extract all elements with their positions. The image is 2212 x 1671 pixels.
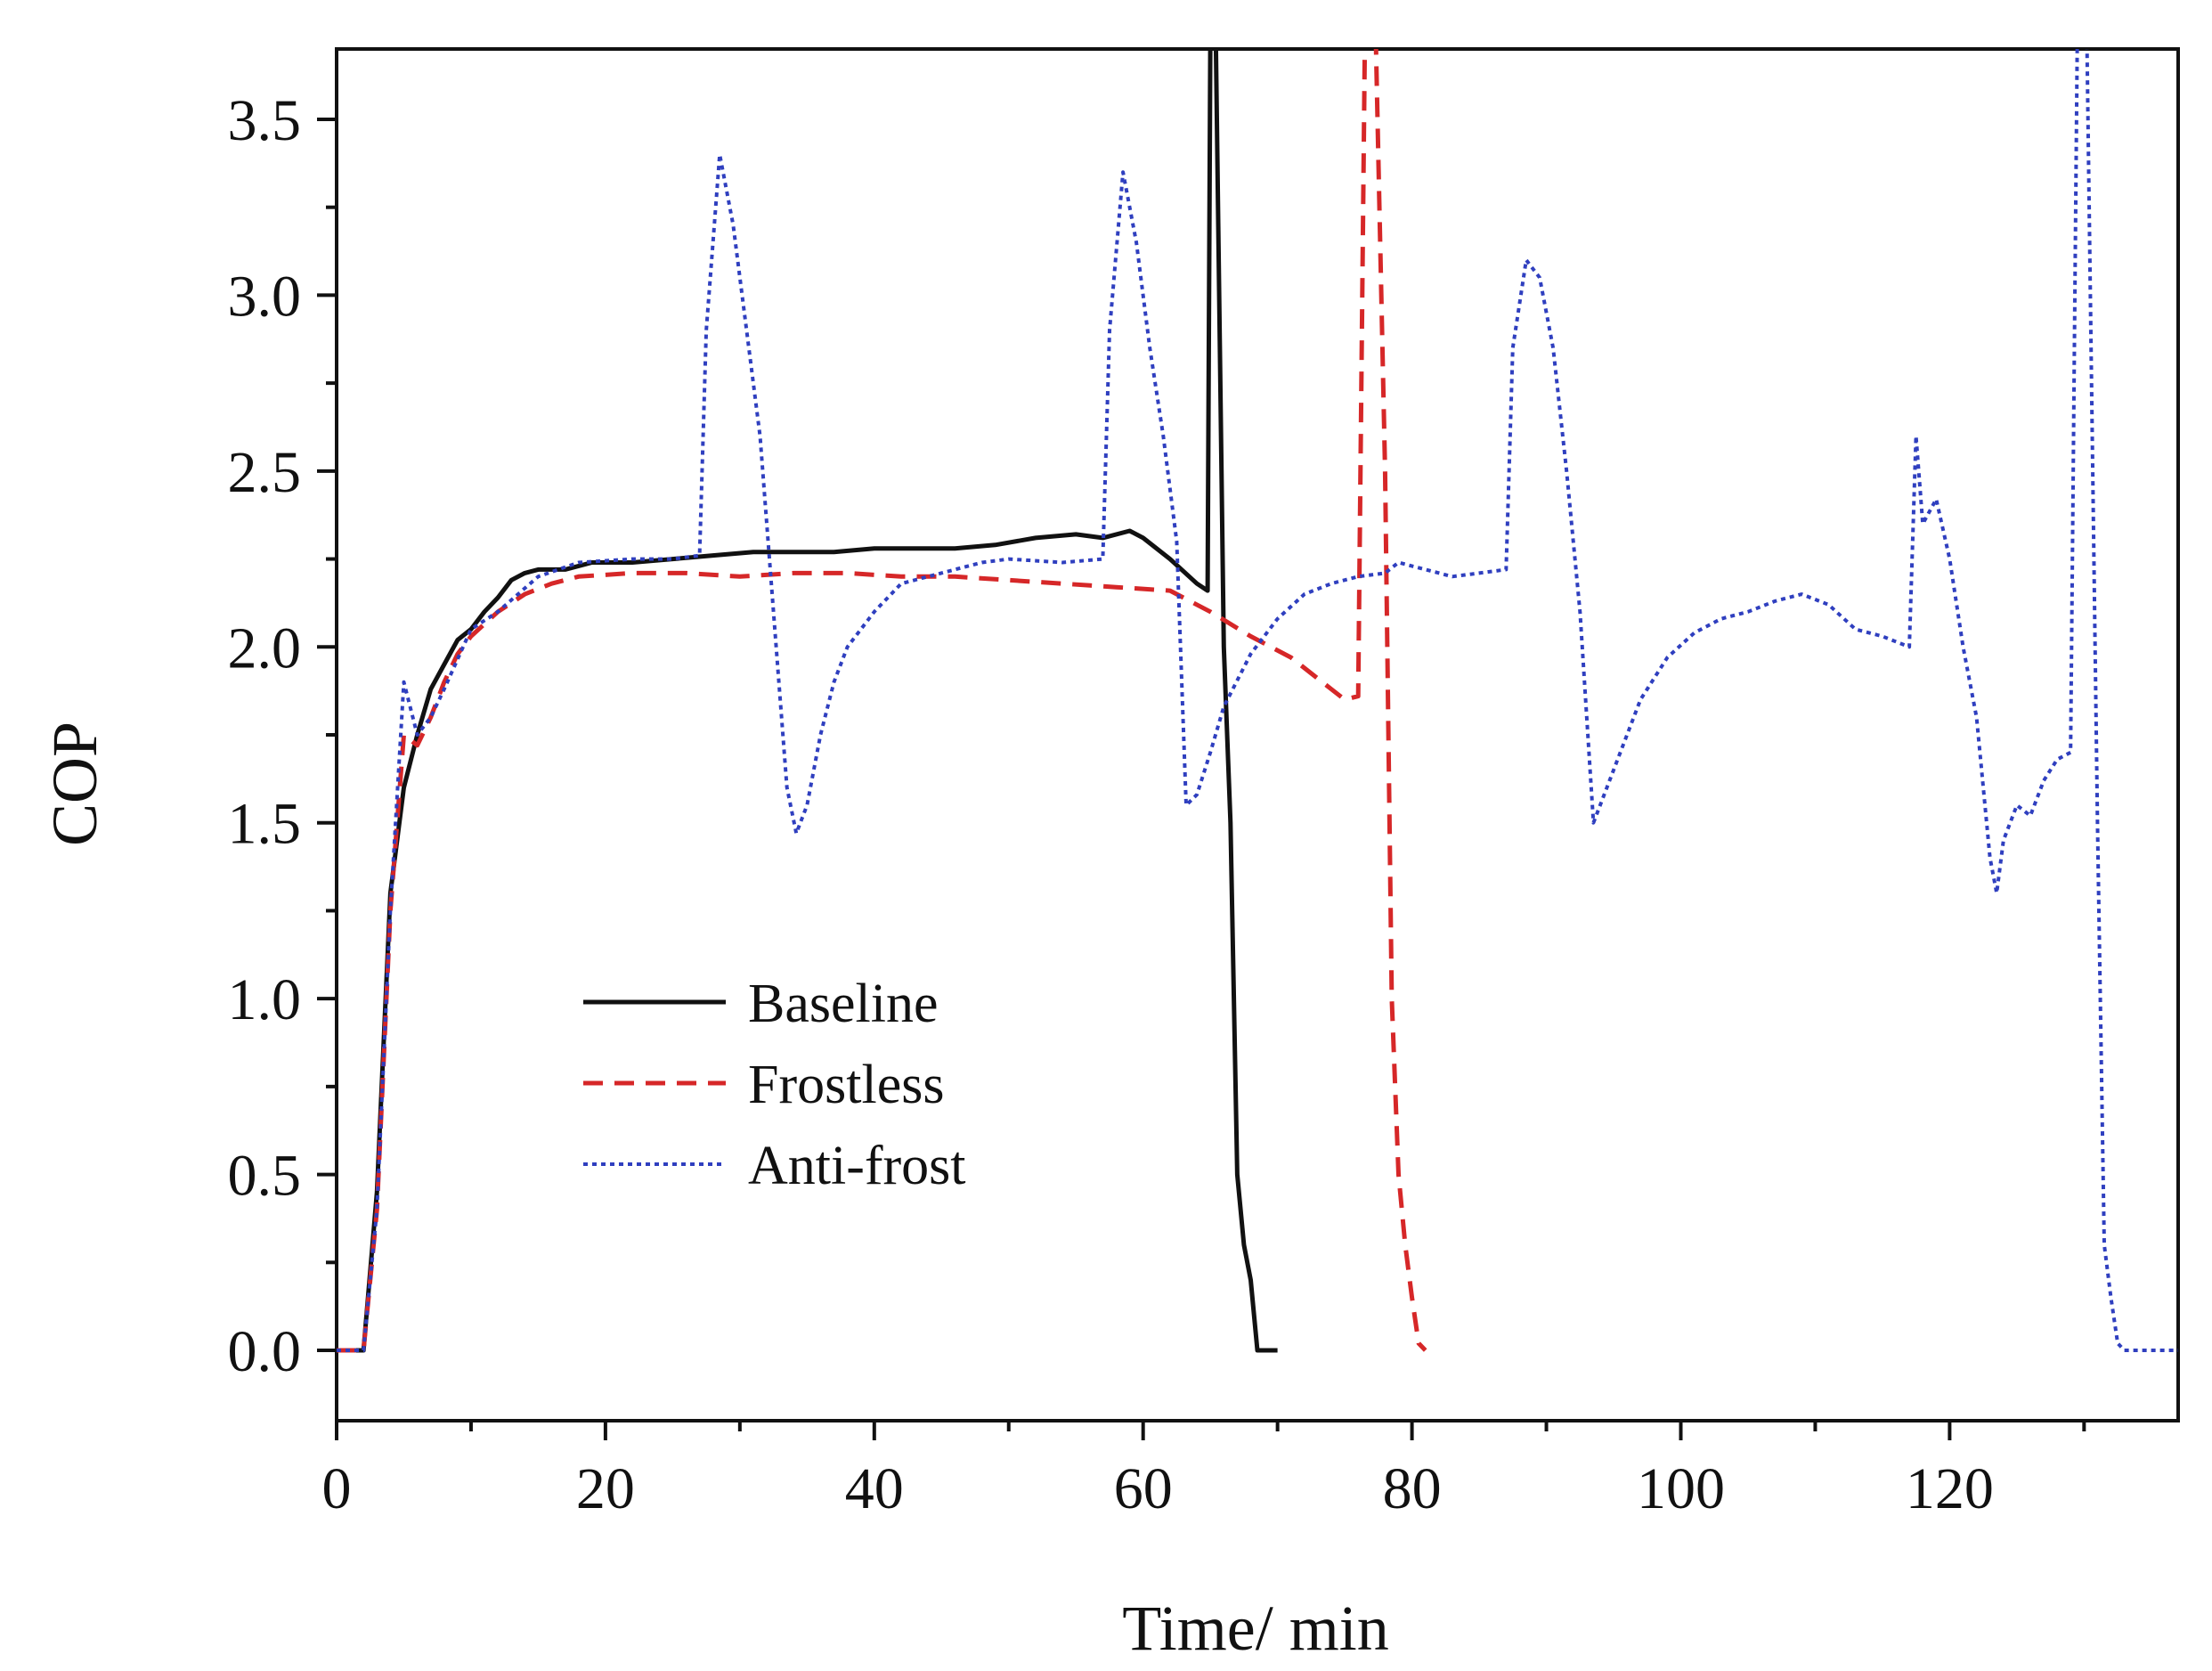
- series-line-baseline: [337, 49, 1278, 1353]
- y-tick-label: 0.0: [228, 1319, 302, 1384]
- legend-label: Baseline: [748, 974, 939, 1034]
- y-tick-label: 3.5: [228, 88, 302, 153]
- y-tick-label: 1.5: [228, 792, 302, 857]
- plot-frame: [335, 47, 2180, 1422]
- series-line-anti-frost: [337, 49, 2178, 1352]
- x-tick-label: 40: [845, 1456, 904, 1521]
- x-tick-label: 100: [1637, 1456, 1725, 1521]
- x-axis-title: Time/ min: [1122, 1593, 1388, 1664]
- series-layer: [337, 49, 2178, 1353]
- x-tick-label: 120: [1906, 1456, 1994, 1521]
- series-line-frostless: [337, 49, 1427, 1353]
- legend-label: Anti-frost: [748, 1136, 966, 1196]
- x-tick-label: 60: [1114, 1456, 1173, 1521]
- y-tick-label: 3.0: [228, 264, 302, 329]
- x-tick-label: 20: [576, 1456, 635, 1521]
- y-tick-label: 0.5: [228, 1144, 302, 1209]
- x-tick-label: 80: [1383, 1456, 1442, 1521]
- y-tick-label: 1.0: [228, 967, 302, 1032]
- y-axis: 0.0 0.5 1.0 1.5 2.0 2.5 3.0 3.5: [228, 88, 337, 1384]
- legend-label: Frostless: [748, 1055, 944, 1115]
- y-axis-title: COP: [39, 721, 110, 846]
- y-tick-label: 2.5: [228, 440, 302, 505]
- y-tick-label: 2.0: [228, 615, 302, 681]
- x-tick-label: 0: [322, 1456, 352, 1521]
- legend: Baseline Frostless Anti-frost: [583, 974, 966, 1196]
- x-axis: 0 20 40 60 80 100 120: [322, 1421, 2086, 1521]
